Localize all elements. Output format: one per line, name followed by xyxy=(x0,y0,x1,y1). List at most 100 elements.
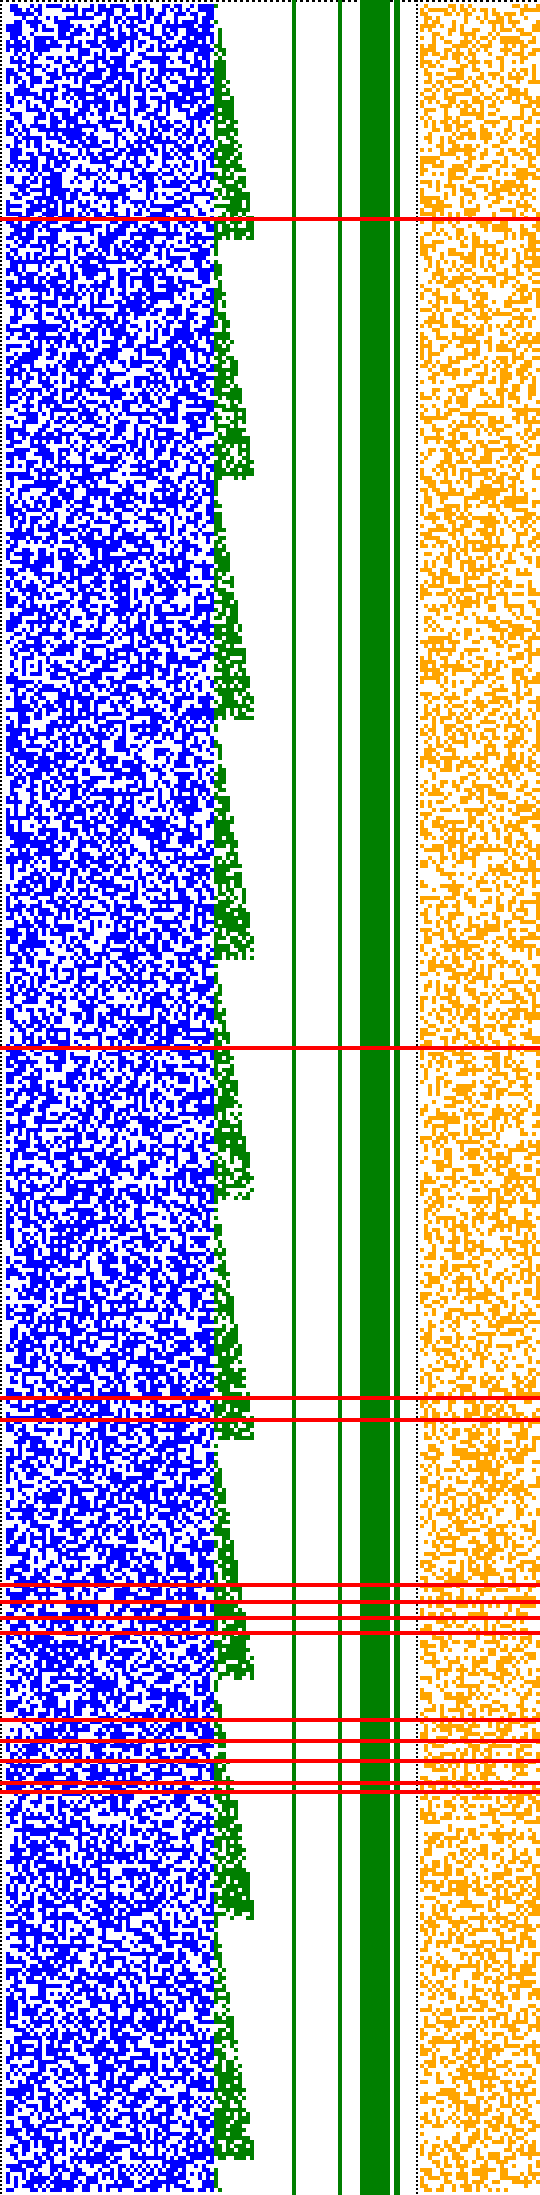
left-dotted-border xyxy=(0,276,2,278)
right-dotted-separator xyxy=(416,820,418,822)
blue-bit xyxy=(18,184,22,188)
blue-bit xyxy=(118,132,122,136)
blue-bit xyxy=(174,224,178,228)
blue-bit xyxy=(22,488,26,492)
blue-bit xyxy=(186,236,190,240)
blue-bit xyxy=(142,484,146,488)
blue-bit xyxy=(114,500,118,504)
blue-bit xyxy=(182,100,186,104)
blue-bit xyxy=(6,48,10,52)
blue-bit xyxy=(86,432,90,436)
blue-bit xyxy=(58,148,62,152)
blue-bit xyxy=(166,384,170,388)
left-dotted-border xyxy=(0,1340,2,1342)
blue-bit xyxy=(142,412,146,416)
blue-bit xyxy=(170,516,174,520)
blue-bit xyxy=(194,328,198,332)
blue-bit xyxy=(150,352,154,356)
blue-bit xyxy=(210,192,214,196)
right-dotted-separator xyxy=(416,1624,418,1626)
blue-bit xyxy=(130,304,134,308)
blue-bit xyxy=(162,500,166,504)
left-dotted-border xyxy=(0,1672,2,1674)
blue-bit xyxy=(50,208,54,212)
blue-bit xyxy=(50,252,54,256)
blue-bit xyxy=(102,312,106,316)
blue-bit xyxy=(42,88,46,92)
blue-bit xyxy=(114,84,118,88)
right-dotted-separator xyxy=(416,1376,418,1378)
blue-bit xyxy=(162,524,166,528)
blue-bit xyxy=(142,440,146,444)
blue-bit xyxy=(166,408,170,412)
blue-bit xyxy=(150,212,154,216)
blue-bit xyxy=(6,456,10,460)
blue-bit xyxy=(98,532,102,536)
blue-bit xyxy=(94,12,98,16)
blue-bit xyxy=(174,212,178,216)
left-dotted-border xyxy=(0,1296,2,1298)
blue-bit xyxy=(94,424,98,428)
right-dotted-separator xyxy=(416,1296,418,1298)
blue-bit xyxy=(82,472,86,476)
left-dotted-border xyxy=(0,1384,2,1386)
blue-bit xyxy=(202,248,206,252)
top-dotted-border xyxy=(42,0,45,2)
blue-bit xyxy=(126,412,130,416)
blue-bit xyxy=(102,504,106,508)
blue-bit xyxy=(198,236,202,240)
blue-bit xyxy=(198,112,202,116)
blue-bit xyxy=(210,376,214,380)
blue-bit xyxy=(106,372,110,376)
right-dotted-separator xyxy=(416,1676,418,1678)
right-dotted-separator xyxy=(416,1128,418,1130)
blue-bit xyxy=(150,132,154,136)
blue-bit xyxy=(38,336,42,340)
blue-bit xyxy=(146,228,150,232)
left-dotted-border xyxy=(0,492,2,494)
blue-bit xyxy=(58,360,62,364)
blue-bit xyxy=(182,124,186,128)
blue-bit xyxy=(90,444,94,448)
blue-bit xyxy=(74,228,78,232)
left-dotted-border xyxy=(0,2008,2,2010)
blue-bit xyxy=(134,268,138,272)
blue-bit xyxy=(94,172,98,176)
right-dotted-separator xyxy=(416,2040,418,2042)
blue-bit xyxy=(126,384,130,388)
blue-bit xyxy=(90,312,94,316)
blue-bit xyxy=(70,276,74,280)
right-dotted-separator xyxy=(416,516,418,518)
blue-bit xyxy=(38,448,42,452)
blue-bit xyxy=(98,312,102,316)
left-dotted-border xyxy=(0,1440,2,1442)
blue-bit xyxy=(90,308,94,312)
blue-bit xyxy=(138,188,142,192)
blue-bit xyxy=(202,380,206,384)
blue-bit xyxy=(154,232,158,236)
blue-bit xyxy=(118,184,122,188)
blue-bit xyxy=(122,528,126,532)
blue-bit xyxy=(150,228,154,232)
right-dotted-separator xyxy=(416,92,418,94)
blue-bit xyxy=(170,36,174,40)
blue-bit xyxy=(86,204,90,208)
blue-bit xyxy=(174,176,178,180)
blue-bit xyxy=(114,428,118,432)
blue-bit xyxy=(170,180,174,184)
blue-bit xyxy=(14,44,18,48)
blue-bit xyxy=(86,488,90,492)
right-dotted-separator xyxy=(416,580,418,582)
blue-bit xyxy=(74,328,78,332)
blue-bit xyxy=(174,256,178,260)
left-dotted-border xyxy=(0,944,2,946)
right-dotted-separator xyxy=(416,28,418,30)
left-dotted-border xyxy=(0,508,2,510)
blue-bit xyxy=(166,208,170,212)
blue-bit xyxy=(194,524,198,528)
blue-bit xyxy=(90,276,94,280)
blue-bit xyxy=(10,156,14,160)
blue-bit xyxy=(94,388,98,392)
right-dotted-separator xyxy=(416,2080,418,2082)
blue-bit xyxy=(82,260,86,264)
